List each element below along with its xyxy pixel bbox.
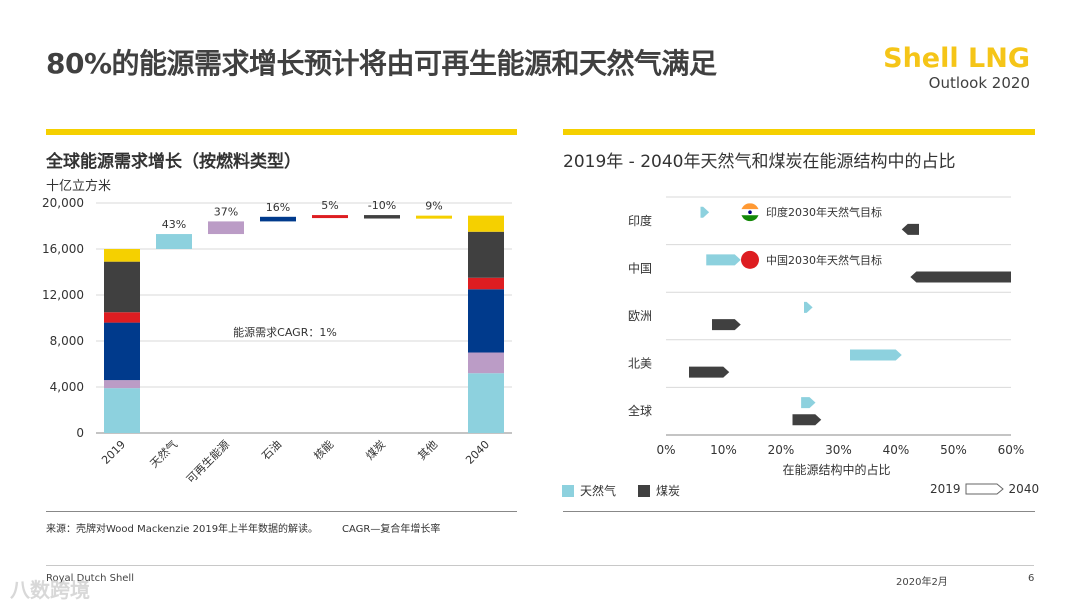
delta-pct-label: 16% bbox=[266, 201, 290, 214]
delta-bar bbox=[260, 216, 296, 222]
right-xtick-label: 40% bbox=[883, 443, 910, 457]
range-arrow-gas bbox=[801, 397, 816, 409]
right-xtick-label: 30% bbox=[825, 443, 852, 457]
delta-bar bbox=[364, 215, 400, 219]
range-arrow-coal bbox=[910, 271, 1011, 283]
cagr-note: CAGR—复合年增长率 bbox=[342, 524, 441, 535]
right-xtick-label: 20% bbox=[768, 443, 795, 457]
legend-swatch-coal bbox=[638, 484, 651, 497]
range-arrow-coal bbox=[689, 366, 730, 378]
left-chart-title: 全球能源需求增长（按燃料类型） bbox=[46, 152, 301, 172]
right-row-label: 中国 bbox=[628, 260, 652, 275]
delta-pct-label: 5% bbox=[321, 199, 338, 212]
delta-bar bbox=[416, 215, 452, 219]
legend-label-coal: 煤炭 bbox=[656, 484, 681, 498]
footer-date: 2020年2月 bbox=[896, 577, 948, 588]
watermark: 八数跨境 bbox=[10, 578, 90, 602]
total-bar-segment bbox=[104, 380, 140, 389]
total-bar-segment bbox=[104, 249, 140, 262]
range-arrow-icon bbox=[965, 483, 1004, 495]
total-bar-segment bbox=[468, 373, 504, 433]
range-legend: 2019 2040 bbox=[930, 482, 1039, 496]
right-row-label: 全球 bbox=[628, 403, 652, 418]
total-bar-segment bbox=[468, 352, 504, 374]
range-arrow-coal bbox=[901, 223, 919, 235]
total-bar-segment bbox=[468, 277, 504, 290]
page-title: 80%的能源需求增长预计将由可再生能源和天然气满足 bbox=[46, 47, 717, 80]
brand-subtitle: Outlook 2020 bbox=[928, 74, 1030, 92]
delta-bar bbox=[156, 234, 192, 249]
left-ytick-label: 16,000 bbox=[42, 242, 84, 256]
range-arrow-coal bbox=[712, 319, 741, 331]
total-bar-segment bbox=[468, 231, 504, 278]
company-name: Royal Dutch Shell bbox=[46, 573, 134, 584]
right-xtick-label: 60% bbox=[998, 443, 1025, 457]
range-arrow-coal bbox=[792, 414, 822, 426]
right-xtick-label: 0% bbox=[656, 443, 675, 457]
right-xtick-label: 50% bbox=[940, 443, 967, 457]
china-flag-icon bbox=[741, 250, 759, 269]
right-chart-title: 2019年 - 2040年天然气和煤炭在能源结构中的占比 bbox=[563, 152, 956, 172]
total-bar-segment bbox=[104, 322, 140, 381]
left-ytick-label: 0 bbox=[76, 426, 84, 440]
left-chart-ylabel: 十亿立方米 bbox=[46, 179, 112, 194]
range-legend-end: 2040 bbox=[1008, 482, 1040, 496]
right-row-label: 北美 bbox=[628, 357, 652, 371]
target-label: 印度2030年天然气目标 bbox=[766, 205, 882, 219]
delta-bar bbox=[312, 215, 348, 219]
source-note: 来源：壳牌对Wood Mackenzie 2019年上半年数据的解读。 bbox=[46, 524, 319, 535]
total-bar-segment bbox=[104, 312, 140, 323]
legend-label-gas: 天然气 bbox=[580, 484, 617, 498]
delta-pct-label: 9% bbox=[425, 200, 442, 213]
target-label: 中国2030年天然气目标 bbox=[766, 253, 882, 267]
range-arrow-gas bbox=[706, 254, 741, 266]
right-row-label: 欧洲 bbox=[628, 309, 652, 323]
india-flag-icon bbox=[741, 203, 759, 222]
range-legend-start: 2019 bbox=[930, 482, 961, 496]
brand-logo: Shell LNG Outlook 2020 bbox=[883, 43, 1030, 93]
delta-pct-label: 43% bbox=[162, 218, 186, 231]
legend-swatch-gas bbox=[562, 484, 574, 497]
left-ytick-label: 20,000 bbox=[42, 196, 84, 210]
left-ytick-label: 4,000 bbox=[50, 380, 84, 394]
right-accent-bar bbox=[563, 129, 1035, 135]
range-arrow-gas bbox=[850, 349, 902, 361]
left-accent-bar bbox=[46, 129, 517, 135]
right-xtick-label: 10% bbox=[710, 443, 737, 457]
total-bar-segment bbox=[104, 261, 140, 313]
range-arrow-gas bbox=[700, 206, 710, 218]
left-bottom-rule bbox=[46, 511, 517, 512]
cagr-annotation: 能源需求CAGR：1% bbox=[233, 325, 337, 339]
right-chart-legend: 天然气 煤炭 bbox=[562, 482, 680, 499]
range-arrow-gas bbox=[804, 301, 813, 313]
total-bar-segment bbox=[468, 215, 504, 232]
total-bar-segment bbox=[104, 388, 140, 433]
delta-pct-label: -10% bbox=[368, 199, 396, 212]
total-bar-segment bbox=[468, 289, 504, 353]
delta-bar bbox=[208, 221, 244, 235]
left-ytick-label: 12,000 bbox=[42, 288, 84, 302]
brand-name: Shell LNG bbox=[883, 43, 1030, 74]
right-bottom-rule bbox=[563, 511, 1035, 512]
left-ytick-label: 8,000 bbox=[50, 334, 84, 348]
delta-pct-label: 37% bbox=[214, 205, 238, 218]
right-xlabel: 在能源结构中的占比 bbox=[782, 462, 890, 477]
right-row-label: 印度 bbox=[628, 213, 652, 228]
footer-divider bbox=[46, 565, 1034, 566]
page-number: 6 bbox=[1028, 573, 1035, 584]
